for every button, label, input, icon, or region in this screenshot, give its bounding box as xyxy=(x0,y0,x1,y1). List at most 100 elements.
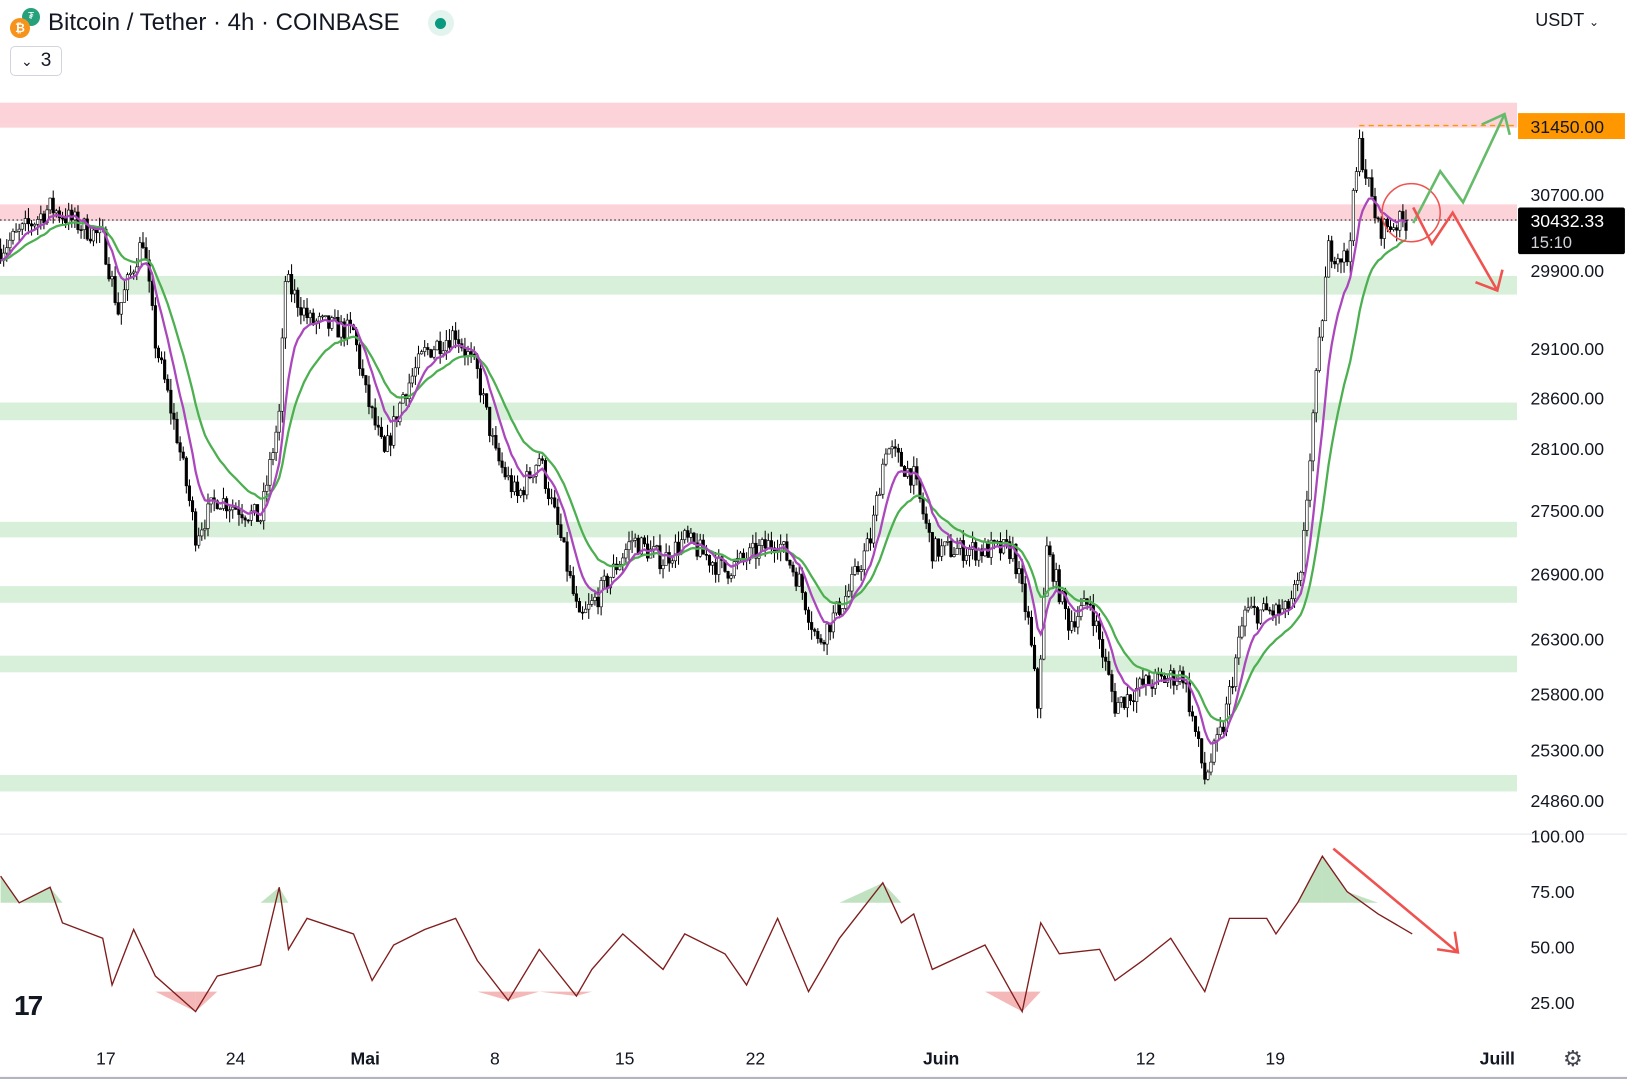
candle-body xyxy=(930,532,934,562)
candle-body xyxy=(921,498,925,515)
candle-body xyxy=(23,218,27,225)
support-zone xyxy=(0,655,1518,673)
candle-body xyxy=(1258,609,1263,624)
candle-body xyxy=(955,548,959,555)
tradingview-logo[interactable]: 17 xyxy=(14,990,43,1021)
candle-body xyxy=(166,378,170,391)
ma-slow-line xyxy=(0,220,1407,723)
candle-body xyxy=(1351,190,1355,242)
candle-body xyxy=(138,242,142,268)
candle-body xyxy=(156,347,161,359)
rsi-oversold-fill xyxy=(576,991,592,997)
candle-body xyxy=(26,218,31,225)
symbol-header[interactable]: ₮ ₿ Bitcoin / Tether · 4h · COINBASE xyxy=(10,8,454,38)
candle-body xyxy=(413,367,417,377)
candle-body xyxy=(1026,611,1030,618)
candle-body xyxy=(265,484,269,492)
zones-layer xyxy=(0,102,1518,792)
bearish-scenario-arrow[interactable] xyxy=(1412,206,1499,292)
candle-body xyxy=(1299,572,1303,581)
candle-body xyxy=(568,570,572,576)
candle-body xyxy=(1122,696,1126,709)
candle-body xyxy=(423,347,427,352)
candle-body xyxy=(1200,738,1204,764)
highlight-circle[interactable] xyxy=(1381,182,1442,243)
symbol-title[interactable]: Bitcoin / Tether · 4h · COINBASE xyxy=(48,9,400,36)
candle-body xyxy=(60,217,65,220)
time-axis[interactable]: 17 24 Mai 8 15 22 Juin 12 19 Juill xyxy=(96,1048,1515,1068)
bullish-arrow-head-icon xyxy=(1481,112,1512,136)
candle-body xyxy=(692,532,696,544)
candle-body xyxy=(435,340,439,351)
candle-body xyxy=(116,302,120,315)
candle-body xyxy=(1388,226,1393,230)
time-tick-label: Mai xyxy=(351,1048,380,1068)
candle-body xyxy=(515,481,520,497)
rsi-axis: 100.00 75.00 50.00 25.00 xyxy=(1531,826,1585,1013)
candle-body xyxy=(806,609,811,623)
candle-body xyxy=(1277,604,1281,614)
candle-body xyxy=(964,555,968,561)
market-status-icon[interactable] xyxy=(427,10,454,36)
candle-body xyxy=(822,642,826,645)
candle-body xyxy=(577,601,582,613)
last-price-label-bg xyxy=(1518,207,1625,255)
candle-body xyxy=(178,442,182,453)
candle-body xyxy=(782,541,786,545)
candle-body xyxy=(1379,218,1383,239)
candle-body xyxy=(967,549,972,556)
candle-body xyxy=(509,475,513,493)
candle-body xyxy=(1237,636,1241,659)
candle-body xyxy=(689,532,693,538)
candle-body xyxy=(398,402,402,423)
candle-body xyxy=(1153,672,1157,689)
candle-body xyxy=(194,511,198,546)
rsi-overbought-fill xyxy=(1322,856,1348,903)
rsi-tick-label: 75.00 xyxy=(1531,882,1575,902)
time-tick-label: 24 xyxy=(226,1048,246,1068)
candle-body xyxy=(305,307,309,319)
candle-body xyxy=(370,406,374,409)
candle-body xyxy=(228,509,232,512)
candle-body xyxy=(1308,460,1312,501)
candle-body xyxy=(277,410,281,433)
candle-body xyxy=(686,530,690,538)
candle-body xyxy=(729,575,733,579)
candle-body xyxy=(14,230,18,233)
candle-body xyxy=(206,503,210,529)
candle-body xyxy=(912,466,916,486)
price-axis[interactable]: 30700.00 29900.00 29100.00 28600.00 28100.00… xyxy=(1531,185,1605,811)
candle-body xyxy=(943,541,947,547)
price-tick-label: 25800.00 xyxy=(1531,684,1605,704)
candle-body xyxy=(500,460,504,468)
candle-body xyxy=(54,210,58,214)
candle-body xyxy=(1243,609,1247,627)
candle-body xyxy=(197,535,201,546)
candle-body xyxy=(605,575,609,589)
currency-selector[interactable]: USDT ⌄ xyxy=(1535,10,1599,31)
candle-body xyxy=(1323,276,1328,322)
candle-body xyxy=(562,537,566,543)
rsi-divergence-arrow[interactable] xyxy=(1332,847,1459,954)
candle-body xyxy=(884,453,888,465)
candle-body xyxy=(1262,603,1266,611)
candle-body xyxy=(1029,616,1033,646)
candle-body xyxy=(1141,678,1145,685)
candle-body xyxy=(454,330,458,340)
candle-body xyxy=(658,545,662,570)
indicators-toggle[interactable]: ⌄ 3 xyxy=(10,46,63,76)
candle-body xyxy=(794,571,798,587)
candle-body xyxy=(358,344,362,369)
candle-body xyxy=(881,463,885,495)
candle-body xyxy=(974,542,978,561)
candle-body xyxy=(596,596,600,608)
support-zone xyxy=(0,586,1518,603)
candle-body xyxy=(1203,762,1207,780)
bullish-scenario-arrow[interactable] xyxy=(1412,113,1506,224)
candle-body xyxy=(426,347,430,350)
candle-body xyxy=(1296,580,1300,585)
candle-body xyxy=(382,436,386,452)
settings-icon[interactable]: ⚙ xyxy=(1563,1046,1583,1071)
candle-body xyxy=(367,384,371,407)
